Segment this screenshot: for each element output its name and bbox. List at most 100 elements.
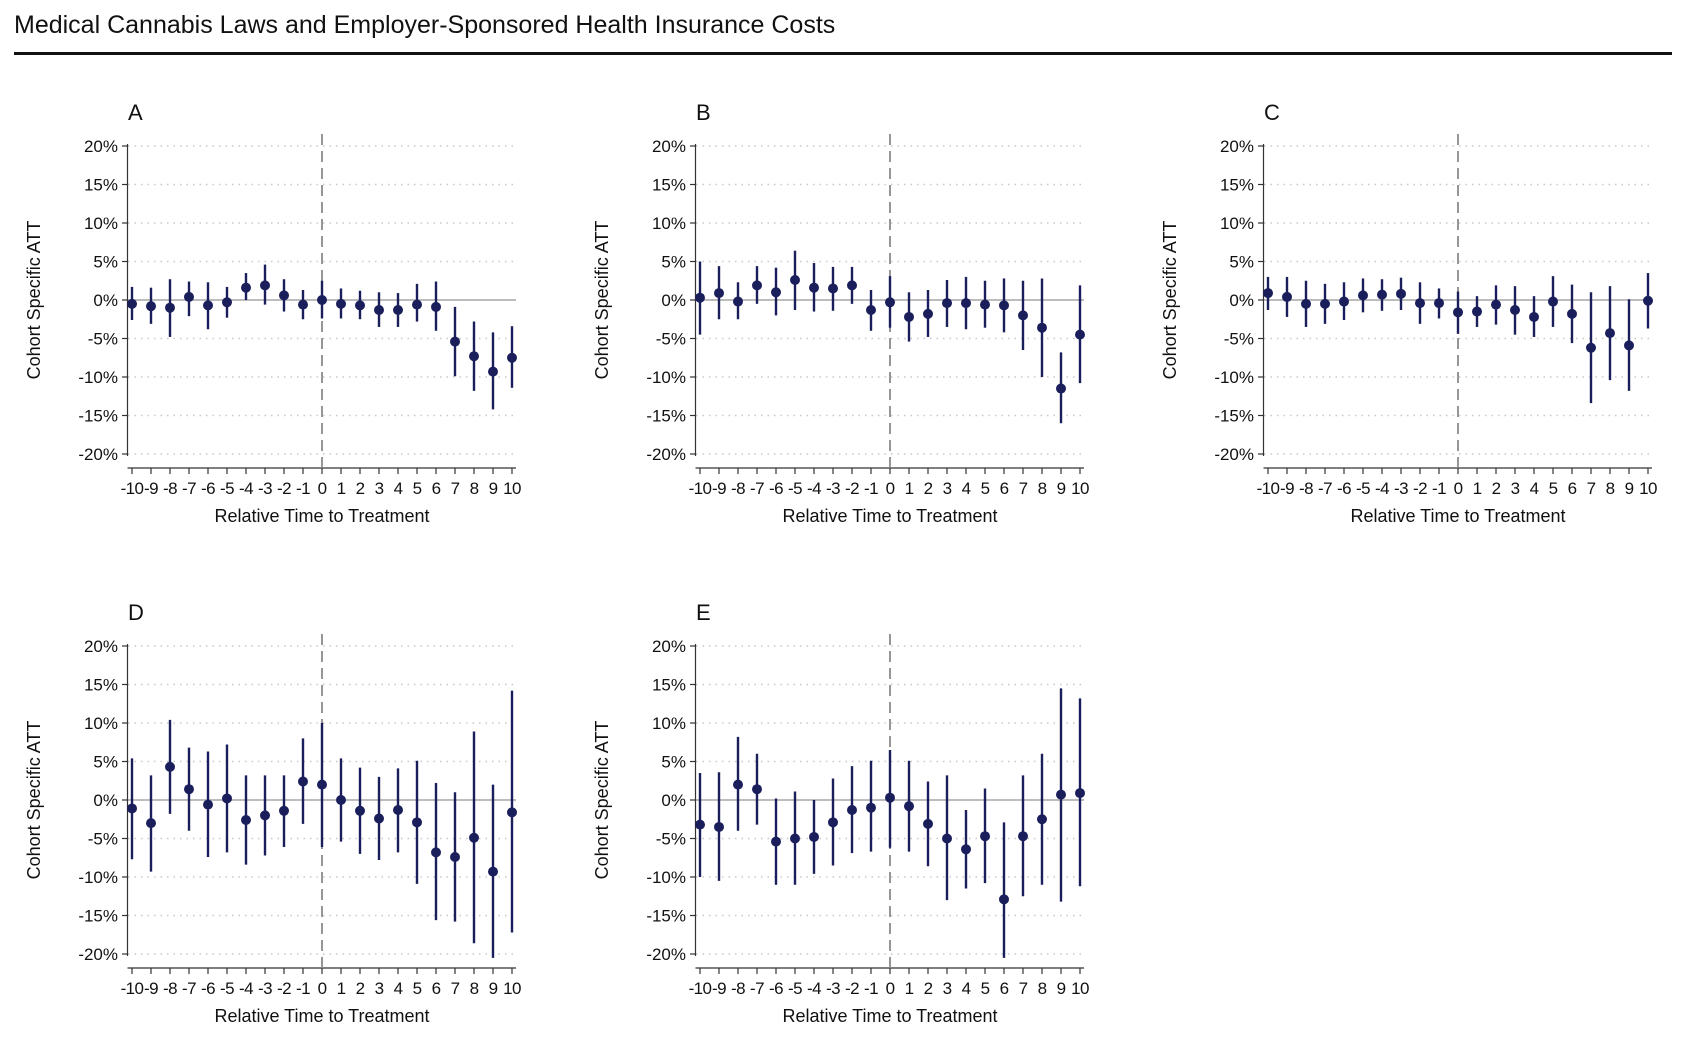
estimate-point	[165, 302, 175, 313]
x-tick-label: -9	[1280, 479, 1294, 498]
x-tick-label: -6	[201, 979, 215, 998]
panel-b: B20%15%10%5%0%-5%-10%-15%-20%-10 -9 -8 -7 -6…	[592, 100, 1090, 526]
x-tick-label: 1	[905, 979, 914, 998]
y-tick-label: 15%	[652, 676, 686, 695]
x-tick-label: -3	[258, 979, 272, 998]
estimate-point	[431, 847, 441, 858]
x-tick-label: 6	[1568, 479, 1577, 498]
y-tick-label: 15%	[1220, 176, 1254, 195]
x-tick-label: -7	[1318, 479, 1332, 498]
x-tick-label: 3	[375, 979, 384, 998]
x-tick-label: -3	[1394, 479, 1408, 498]
x-tick-label: 4	[962, 479, 971, 498]
estimate-point	[809, 831, 819, 842]
x-tick-label: 3	[1511, 479, 1520, 498]
x-tick-label: -7	[182, 979, 196, 998]
x-axis-label: Relative Time to Treatment	[782, 1006, 997, 1026]
estimate-point	[336, 298, 346, 309]
estimate-point	[507, 807, 517, 818]
estimate-point	[469, 351, 479, 362]
x-tick-label: -3	[826, 979, 840, 998]
x-tick-label: -7	[750, 979, 764, 998]
estimate-point	[412, 299, 422, 310]
estimate-point	[336, 795, 346, 805]
estimate-point	[374, 305, 384, 316]
panel-a: A20%15%10%5%0%-5%-10%-15%-20%-10 -9 -8 -7 -6…	[24, 100, 522, 526]
x-tick-label: -5	[788, 479, 802, 498]
estimate-point	[1548, 296, 1558, 307]
x-tick-label: 6	[1000, 979, 1009, 998]
y-axis-label: Cohort Specific ATT	[592, 721, 612, 880]
x-tick-label: -5	[220, 479, 234, 498]
x-tick-label: -4	[807, 479, 821, 498]
x-tick-label: -6	[201, 479, 215, 498]
estimate-point	[127, 298, 137, 309]
estimate-point	[942, 833, 952, 844]
x-tick-label: 6	[432, 979, 441, 998]
estimate-point	[1643, 295, 1653, 306]
estimate-point	[1434, 298, 1444, 309]
estimate-point	[980, 299, 990, 310]
estimate-point	[1472, 306, 1482, 317]
estimate-point	[241, 282, 251, 293]
y-tick-label: -20%	[78, 945, 118, 964]
x-tick-label: -3	[258, 479, 272, 498]
estimate-point	[961, 298, 971, 309]
estimate-point	[203, 799, 213, 810]
x-tick-label: -5	[788, 979, 802, 998]
x-tick-label: -2	[1413, 479, 1427, 498]
estimate-point	[1075, 329, 1085, 340]
panel-c: C20%15%10%5%0%-5%-10%-15%-20%-10 -9 -8 -7 -6…	[1160, 100, 1658, 526]
y-tick-label: 0%	[1229, 291, 1254, 310]
x-tick-label: 10	[1071, 479, 1089, 498]
x-tick-label: 3	[943, 479, 952, 498]
x-tick-label: 9	[489, 479, 498, 498]
x-tick-label: 0	[318, 479, 327, 498]
x-tick-label: 0	[886, 979, 895, 998]
y-tick-label: 20%	[652, 637, 686, 656]
y-tick-label: 15%	[652, 176, 686, 195]
x-tick-label: -2	[845, 979, 859, 998]
x-tick-label: -3	[826, 479, 840, 498]
estimate-point	[355, 300, 365, 311]
estimate-point	[866, 802, 876, 813]
y-tick-label: -15%	[1214, 407, 1254, 426]
y-tick-label: -10%	[78, 368, 118, 387]
x-tick-label: -6	[769, 479, 783, 498]
estimate-point	[885, 297, 895, 308]
x-tick-label: -6	[1337, 479, 1351, 498]
estimate-point	[412, 817, 422, 828]
estimate-point	[469, 832, 479, 843]
estimate-point	[1339, 296, 1349, 307]
x-tick-label: -10	[1257, 479, 1280, 498]
x-tick-label: 2	[356, 979, 365, 998]
x-tick-label: 6	[432, 479, 441, 498]
x-tick-label: -1	[864, 479, 878, 498]
x-tick-label: 10	[503, 979, 521, 998]
x-tick-label: 8	[1038, 479, 1047, 498]
x-tick-label: 3	[943, 979, 952, 998]
y-tick-label: -15%	[78, 407, 118, 426]
estimate-point	[847, 805, 857, 816]
y-axis-label: Cohort Specific ATT	[24, 221, 44, 380]
x-tick-label: 9	[489, 979, 498, 998]
estimate-point	[1018, 310, 1028, 321]
x-tick-label: 1	[905, 479, 914, 498]
estimate-point	[1567, 308, 1577, 319]
x-tick-label: -1	[296, 979, 310, 998]
estimate-point	[752, 280, 762, 291]
panel-letter: C	[1264, 100, 1280, 125]
x-tick-label: 5	[981, 979, 990, 998]
y-tick-label: -10%	[646, 868, 686, 887]
estimate-point	[828, 817, 838, 828]
y-tick-label: 10%	[84, 214, 118, 233]
y-tick-label: 10%	[652, 714, 686, 733]
y-tick-label: 0%	[93, 291, 118, 310]
panel-letter: A	[128, 100, 143, 125]
estimate-point	[279, 290, 289, 301]
estimate-point	[771, 836, 781, 847]
y-tick-label: 5%	[661, 253, 686, 272]
estimate-point	[1037, 322, 1047, 333]
y-tick-label: -15%	[646, 407, 686, 426]
